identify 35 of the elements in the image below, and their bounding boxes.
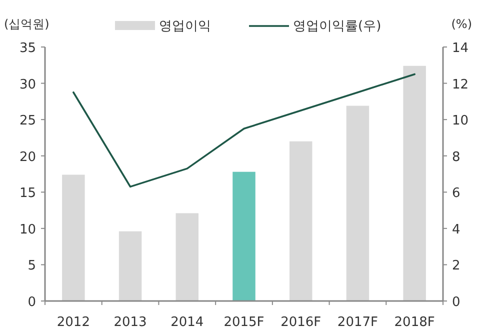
y2-tick-label: 0 xyxy=(452,295,460,310)
y2-tick-label: 2 xyxy=(452,258,460,274)
y2-tick-label: 4 xyxy=(452,222,460,238)
legend-label: 영업이익률(우) xyxy=(293,19,382,34)
y-tick-label: 35 xyxy=(19,41,36,56)
y-tick-label: 10 xyxy=(19,222,36,238)
y-tick-label: 5 xyxy=(28,258,36,274)
bar xyxy=(118,231,142,301)
bar xyxy=(232,172,256,301)
line-series xyxy=(72,73,416,188)
x-tick-label: 2012 xyxy=(56,315,90,330)
y-tick-label: 30 xyxy=(19,77,36,92)
bar xyxy=(403,66,426,301)
y-tick-label: 0 xyxy=(28,295,36,310)
bar xyxy=(176,213,199,301)
y2-tick-label: 14 xyxy=(452,41,469,56)
legend-label: 영업이익 xyxy=(159,19,211,34)
y-tick-label: 20 xyxy=(19,150,36,165)
y2-tick-label: 12 xyxy=(452,77,469,92)
x-tick-label: 2014 xyxy=(170,315,204,330)
bar xyxy=(62,174,85,301)
x-tick-label: 2015F xyxy=(224,315,264,330)
y-tick-label: 15 xyxy=(19,186,36,202)
y2-axis-title: (%) xyxy=(451,17,472,31)
x-tick-label: 2013 xyxy=(114,315,147,330)
x-tick-label: 2017F xyxy=(337,315,378,330)
bar xyxy=(289,141,312,301)
y-tick-label: 25 xyxy=(19,114,36,129)
y2-tick-label: 8 xyxy=(452,150,460,165)
x-tick-label: 2016F xyxy=(280,315,322,330)
y2-tick-label: 6 xyxy=(452,186,460,202)
y-axis-title: (십억원) xyxy=(4,17,50,31)
bar xyxy=(346,106,370,301)
y2-tick-label: 10 xyxy=(452,114,469,129)
x-tick-label: 2018F xyxy=(394,315,435,330)
